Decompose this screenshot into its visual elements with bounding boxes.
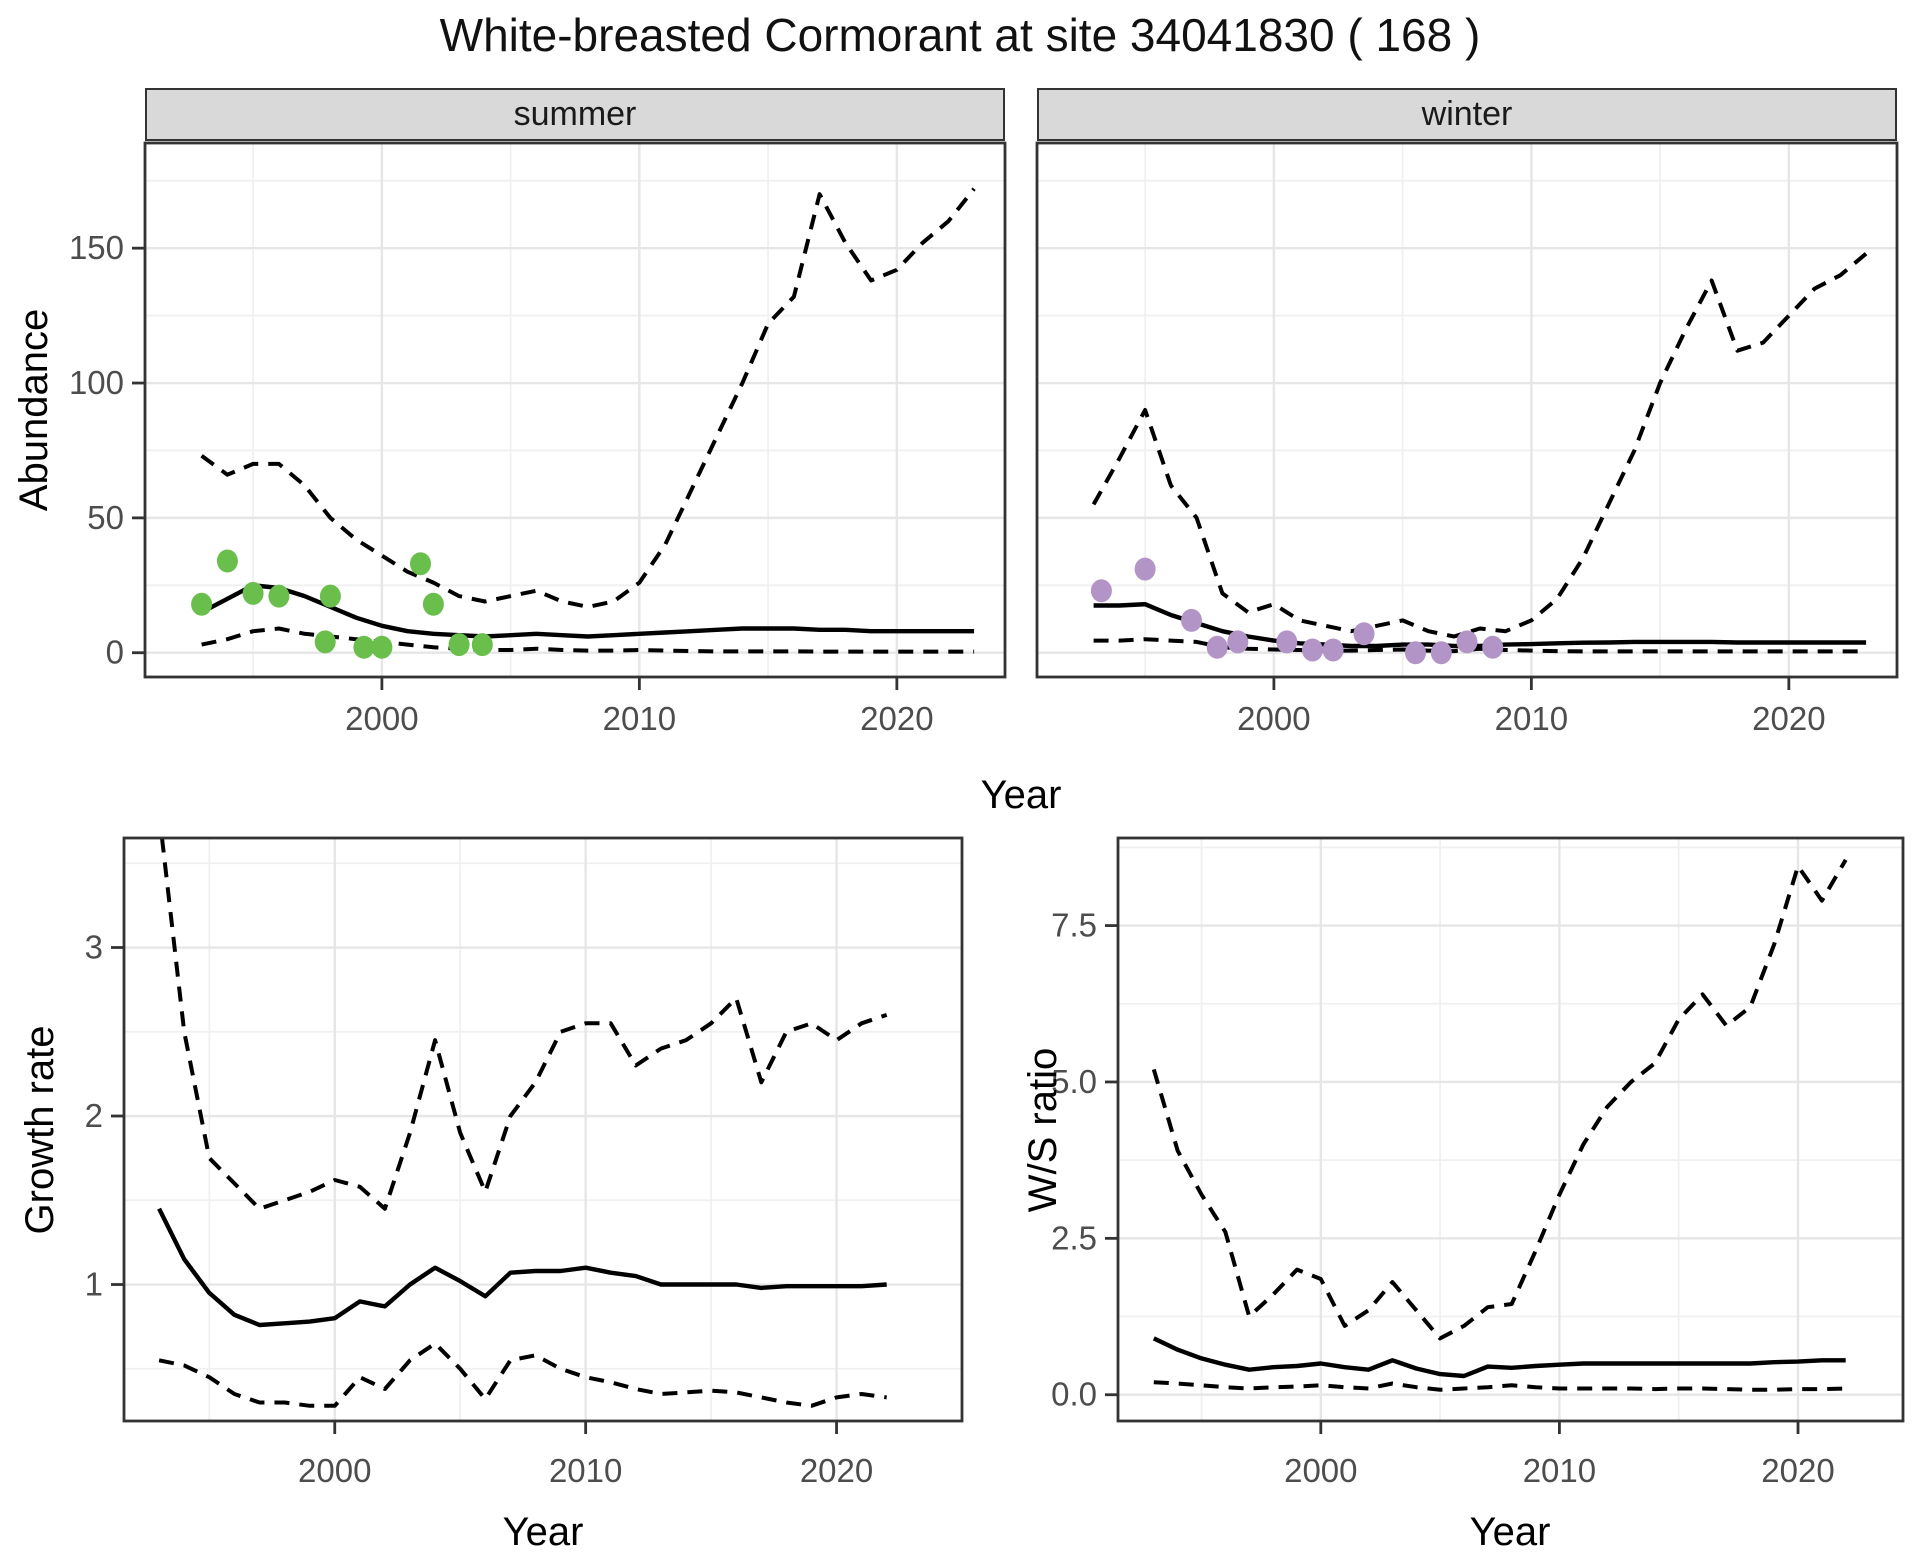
growth-lower_ci-line	[158, 1341, 887, 1408]
y-tick-label: 7.5	[1051, 907, 1097, 944]
winter-panel-border	[1035, 141, 1899, 679]
winter-observation-point	[1090, 579, 1112, 603]
facet-strip-summer: summer	[145, 88, 1005, 141]
x-tick-label: 2020	[1761, 1452, 1834, 1489]
x-tick-label: 2000	[345, 700, 418, 737]
summer-observation-point	[216, 549, 238, 573]
summer-observation-point	[191, 592, 213, 616]
winter-observation-point	[1206, 635, 1228, 659]
x-axis-label-year-growth: Year	[502, 1510, 584, 1554]
summer-panel-border	[143, 141, 1007, 679]
winter-observation-point	[1181, 608, 1202, 632]
ws-panel-bg	[1118, 838, 1903, 1421]
winter-observation-point	[1353, 622, 1375, 646]
winter-observation-point	[1430, 641, 1452, 665]
y-tick-label: 100	[69, 364, 124, 401]
x-tick-label: 2010	[603, 700, 676, 737]
x-tick-label: 2000	[1237, 700, 1310, 737]
y-tick-label: 50	[87, 499, 124, 536]
y-axis-label-ws-ratio: W/S ratio	[1021, 1047, 1065, 1213]
summer-observation-point	[242, 581, 264, 605]
summer-observation-point	[448, 633, 470, 657]
summer-observation-point	[371, 635, 393, 659]
x-tick-label: 2020	[1752, 700, 1825, 737]
summer-upper_ci-line	[200, 187, 976, 609]
x-tick-label: 2010	[1523, 1452, 1596, 1489]
winter-observation-point	[1405, 641, 1426, 665]
y-tick-label: 0.0	[1051, 1376, 1097, 1413]
y-tick-label: 5.0	[1051, 1063, 1097, 1100]
growth-panel-border	[122, 836, 964, 1423]
y-tick-label: 150	[69, 229, 124, 266]
winter-median-line	[1093, 602, 1867, 649]
winter-observation-point	[1322, 638, 1344, 662]
x-tick-label: 2010	[1495, 700, 1568, 737]
ws-panel-border	[1116, 836, 1905, 1423]
summer-observation-point	[314, 630, 336, 654]
winter-observation-point	[1276, 630, 1298, 654]
ws-ratio-figure: 2000 2010 2020 0.0 2.5 5.0 7.5	[1051, 836, 1905, 1489]
winter-observation-point	[1302, 638, 1323, 662]
winter-observation-point	[1482, 635, 1504, 659]
summer-observation-point	[410, 552, 431, 576]
winter-observation-point	[1134, 557, 1156, 581]
x-tick-label: 2020	[800, 1452, 873, 1489]
y-tick-label: 2	[85, 1097, 103, 1134]
x-tick-label: 2020	[860, 700, 933, 737]
x-tick-label: 2010	[549, 1452, 622, 1489]
ws-median-line	[1152, 1336, 1846, 1379]
y-tick-label: 0	[106, 634, 124, 671]
y-axis-label-abundance: Abundance	[12, 308, 56, 512]
summer-observation-point	[319, 584, 341, 608]
x-axis-label-year-ws: Year	[1469, 1510, 1551, 1554]
winter-upper_ci-line	[1091, 252, 1868, 639]
growth-rate-figure: 2000 2010 2020 1 2 3	[85, 836, 964, 1489]
y-tick-label: 3	[85, 929, 103, 966]
growth-median-line	[157, 1207, 887, 1328]
x-axis-label-year-top: Year	[980, 773, 1062, 817]
summer-observation-point	[353, 635, 375, 659]
winter-observation-point	[1227, 630, 1249, 654]
x-tick-label: 2000	[1284, 1452, 1357, 1489]
winter-panel-bg	[1037, 143, 1897, 677]
summer-observation-point	[471, 633, 493, 657]
summer-observation-point	[268, 584, 290, 608]
ws-lower_ci-line	[1153, 1380, 1846, 1392]
abundance-figure: 2000 2010 2020 0 50 100 150 2000 2010 2020	[69, 141, 1899, 737]
summer-panel-bg	[145, 143, 1005, 677]
y-tick-label: 1	[85, 1266, 103, 1303]
x-tick-label: 2000	[298, 1452, 371, 1489]
facet-strip-winter: winter	[1037, 88, 1897, 141]
chart-title: White-breasted Cormorant at site 3404183…	[439, 9, 1481, 61]
y-tick-label: 2.5	[1051, 1219, 1097, 1256]
winter-observation-point	[1456, 630, 1478, 654]
summer-observation-point	[422, 592, 444, 616]
y-axis-label-growth-rate: Growth rate	[18, 1025, 62, 1235]
